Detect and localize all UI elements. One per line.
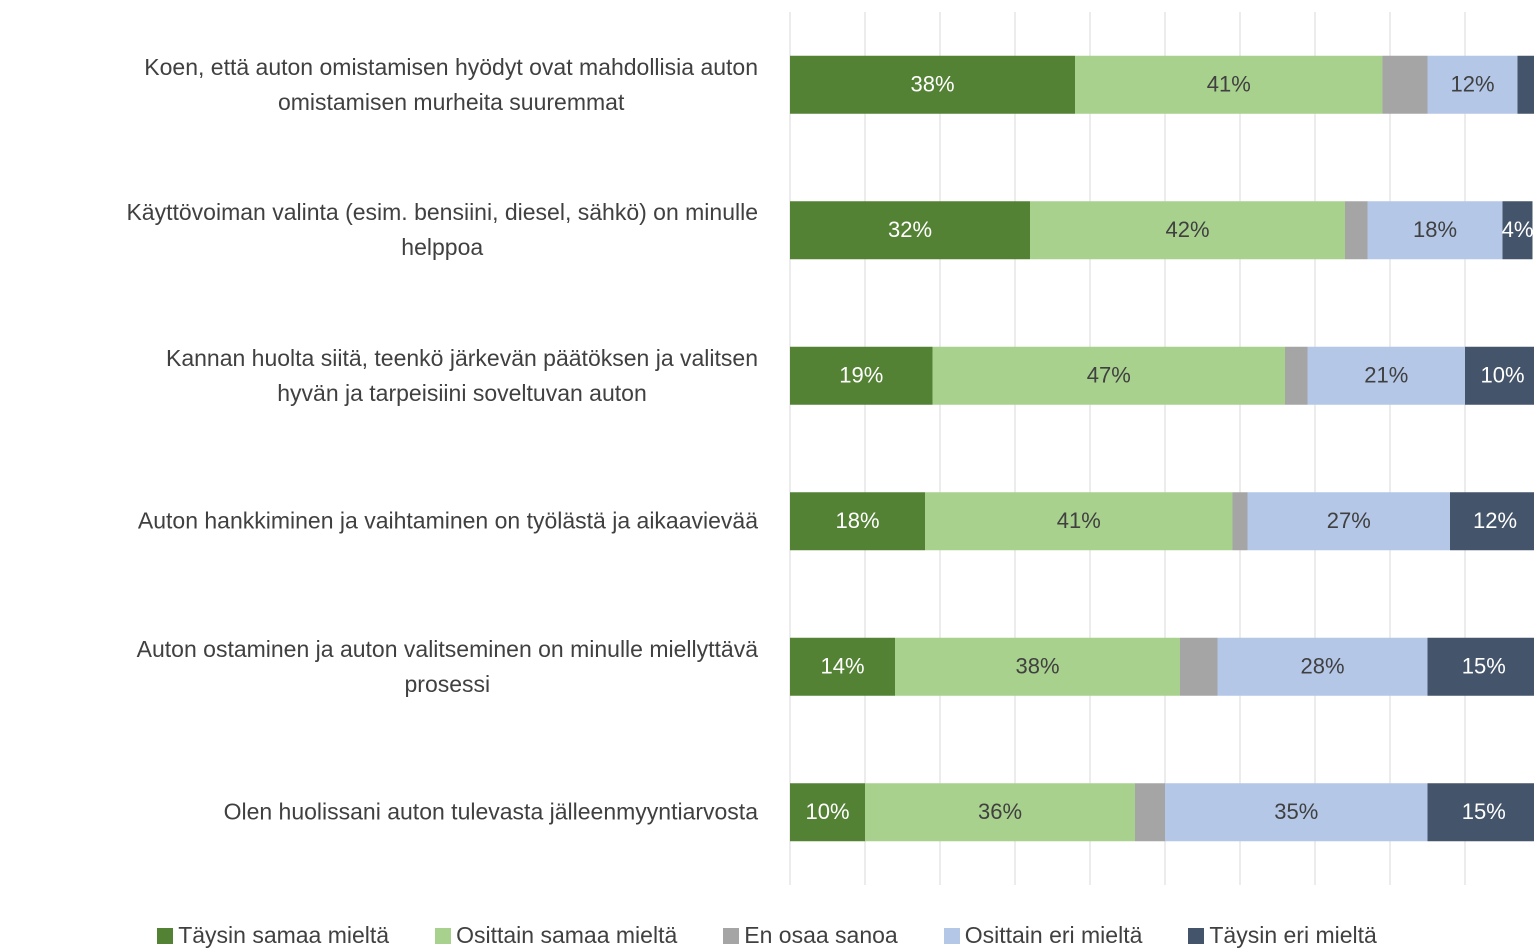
category-label: Koen, että auton omistamisen hyödyt ovat… [144, 53, 758, 115]
bar-segment [1217, 637, 1428, 696]
bar-segment [790, 201, 1030, 260]
bar-segment [1382, 55, 1428, 114]
data-label: 42% [1165, 217, 1209, 242]
legend-label: En osaa sanoa [744, 922, 898, 948]
legend-item: Täysin samaa mieltä [157, 922, 389, 949]
data-label: 38% [1015, 654, 1059, 679]
data-label: 41% [1207, 72, 1251, 97]
bar-segment [1427, 637, 1534, 696]
bar-segment [1075, 55, 1383, 114]
legend-swatch [435, 927, 452, 944]
bar-segment [790, 492, 925, 551]
category-label: Käyttövoiman valinta (esim. bensiini, di… [126, 199, 758, 261]
legend-swatch [943, 927, 960, 944]
bar-segment [1030, 201, 1345, 260]
bar-segment [1180, 637, 1218, 696]
bar-segment [1517, 55, 1534, 114]
data-label: 32% [888, 217, 932, 242]
category-label: Auton hankkiminen ja vaihtaminen on työl… [137, 507, 758, 534]
legend-label: Täysin eri mieltä [1209, 922, 1377, 948]
bar-segment [1427, 783, 1534, 842]
data-label: 14% [820, 654, 864, 679]
legend-item: Täysin eri mieltä [1188, 922, 1377, 949]
data-label: 28% [1300, 654, 1344, 679]
legend: Täysin samaa mieltä Osittain samaa mieltä… [0, 922, 1534, 949]
bar-segment [790, 637, 895, 696]
data-label: 10% [805, 799, 849, 824]
data-label: 18% [1413, 217, 1457, 242]
data-label: 38% [910, 72, 954, 97]
bar-segment [1367, 201, 1503, 260]
bar-segment [1465, 346, 1534, 405]
bar-segment [925, 492, 1233, 551]
bar-segment [1502, 201, 1533, 260]
data-label: 12% [1450, 72, 1494, 97]
legend-item: Osittain eri mieltä [943, 922, 1143, 949]
bar-segment [1450, 492, 1534, 551]
legend-swatch [723, 927, 740, 944]
bar-segment [790, 783, 865, 842]
legend-label: Täysin samaa mieltä [178, 922, 390, 948]
data-label: 27% [1327, 508, 1371, 533]
data-label: 47% [1087, 363, 1131, 388]
legend-item: En osaa sanoa [723, 922, 898, 949]
legend-swatch [157, 927, 174, 944]
bar-segment [1345, 201, 1368, 260]
data-label: 36% [978, 799, 1022, 824]
bar-segment [932, 346, 1285, 405]
legend-label: Osittain samaa mieltä [456, 922, 678, 948]
data-label: 41% [1057, 508, 1101, 533]
bar-segment [1135, 783, 1165, 842]
data-label: 15% [1462, 799, 1506, 824]
data-label: 18% [835, 508, 879, 533]
bar-segment [1165, 783, 1428, 842]
bar-segment [895, 637, 1180, 696]
bar-segment [865, 783, 1135, 842]
bar-segment [790, 346, 933, 405]
bar-segment [1247, 492, 1450, 551]
data-label: 35% [1274, 799, 1318, 824]
bar-segment [1427, 55, 1518, 114]
bar-segment [790, 55, 1075, 114]
data-label: 21% [1364, 363, 1408, 388]
category-label: Auton ostaminen ja auton valitseminen on… [136, 635, 758, 697]
bar-segment [1232, 492, 1248, 551]
legend-item: Osittain samaa mieltä [435, 922, 677, 949]
data-label: 12% [1473, 508, 1517, 533]
bar-segment [1285, 346, 1308, 405]
category-label: Kannan huolta siitä, teenkö järkevän pää… [165, 344, 758, 406]
legend-label: Osittain eri mieltä [964, 922, 1143, 948]
data-label: 4% [1502, 217, 1534, 242]
data-label: 19% [839, 363, 883, 388]
bar-segment [1307, 346, 1465, 405]
data-label: 15% [1462, 654, 1506, 679]
legend-swatch [1188, 927, 1205, 944]
category-label: Olen huolissani auton tulevasta jälleenm… [223, 798, 758, 825]
data-label: 10% [1480, 363, 1524, 388]
